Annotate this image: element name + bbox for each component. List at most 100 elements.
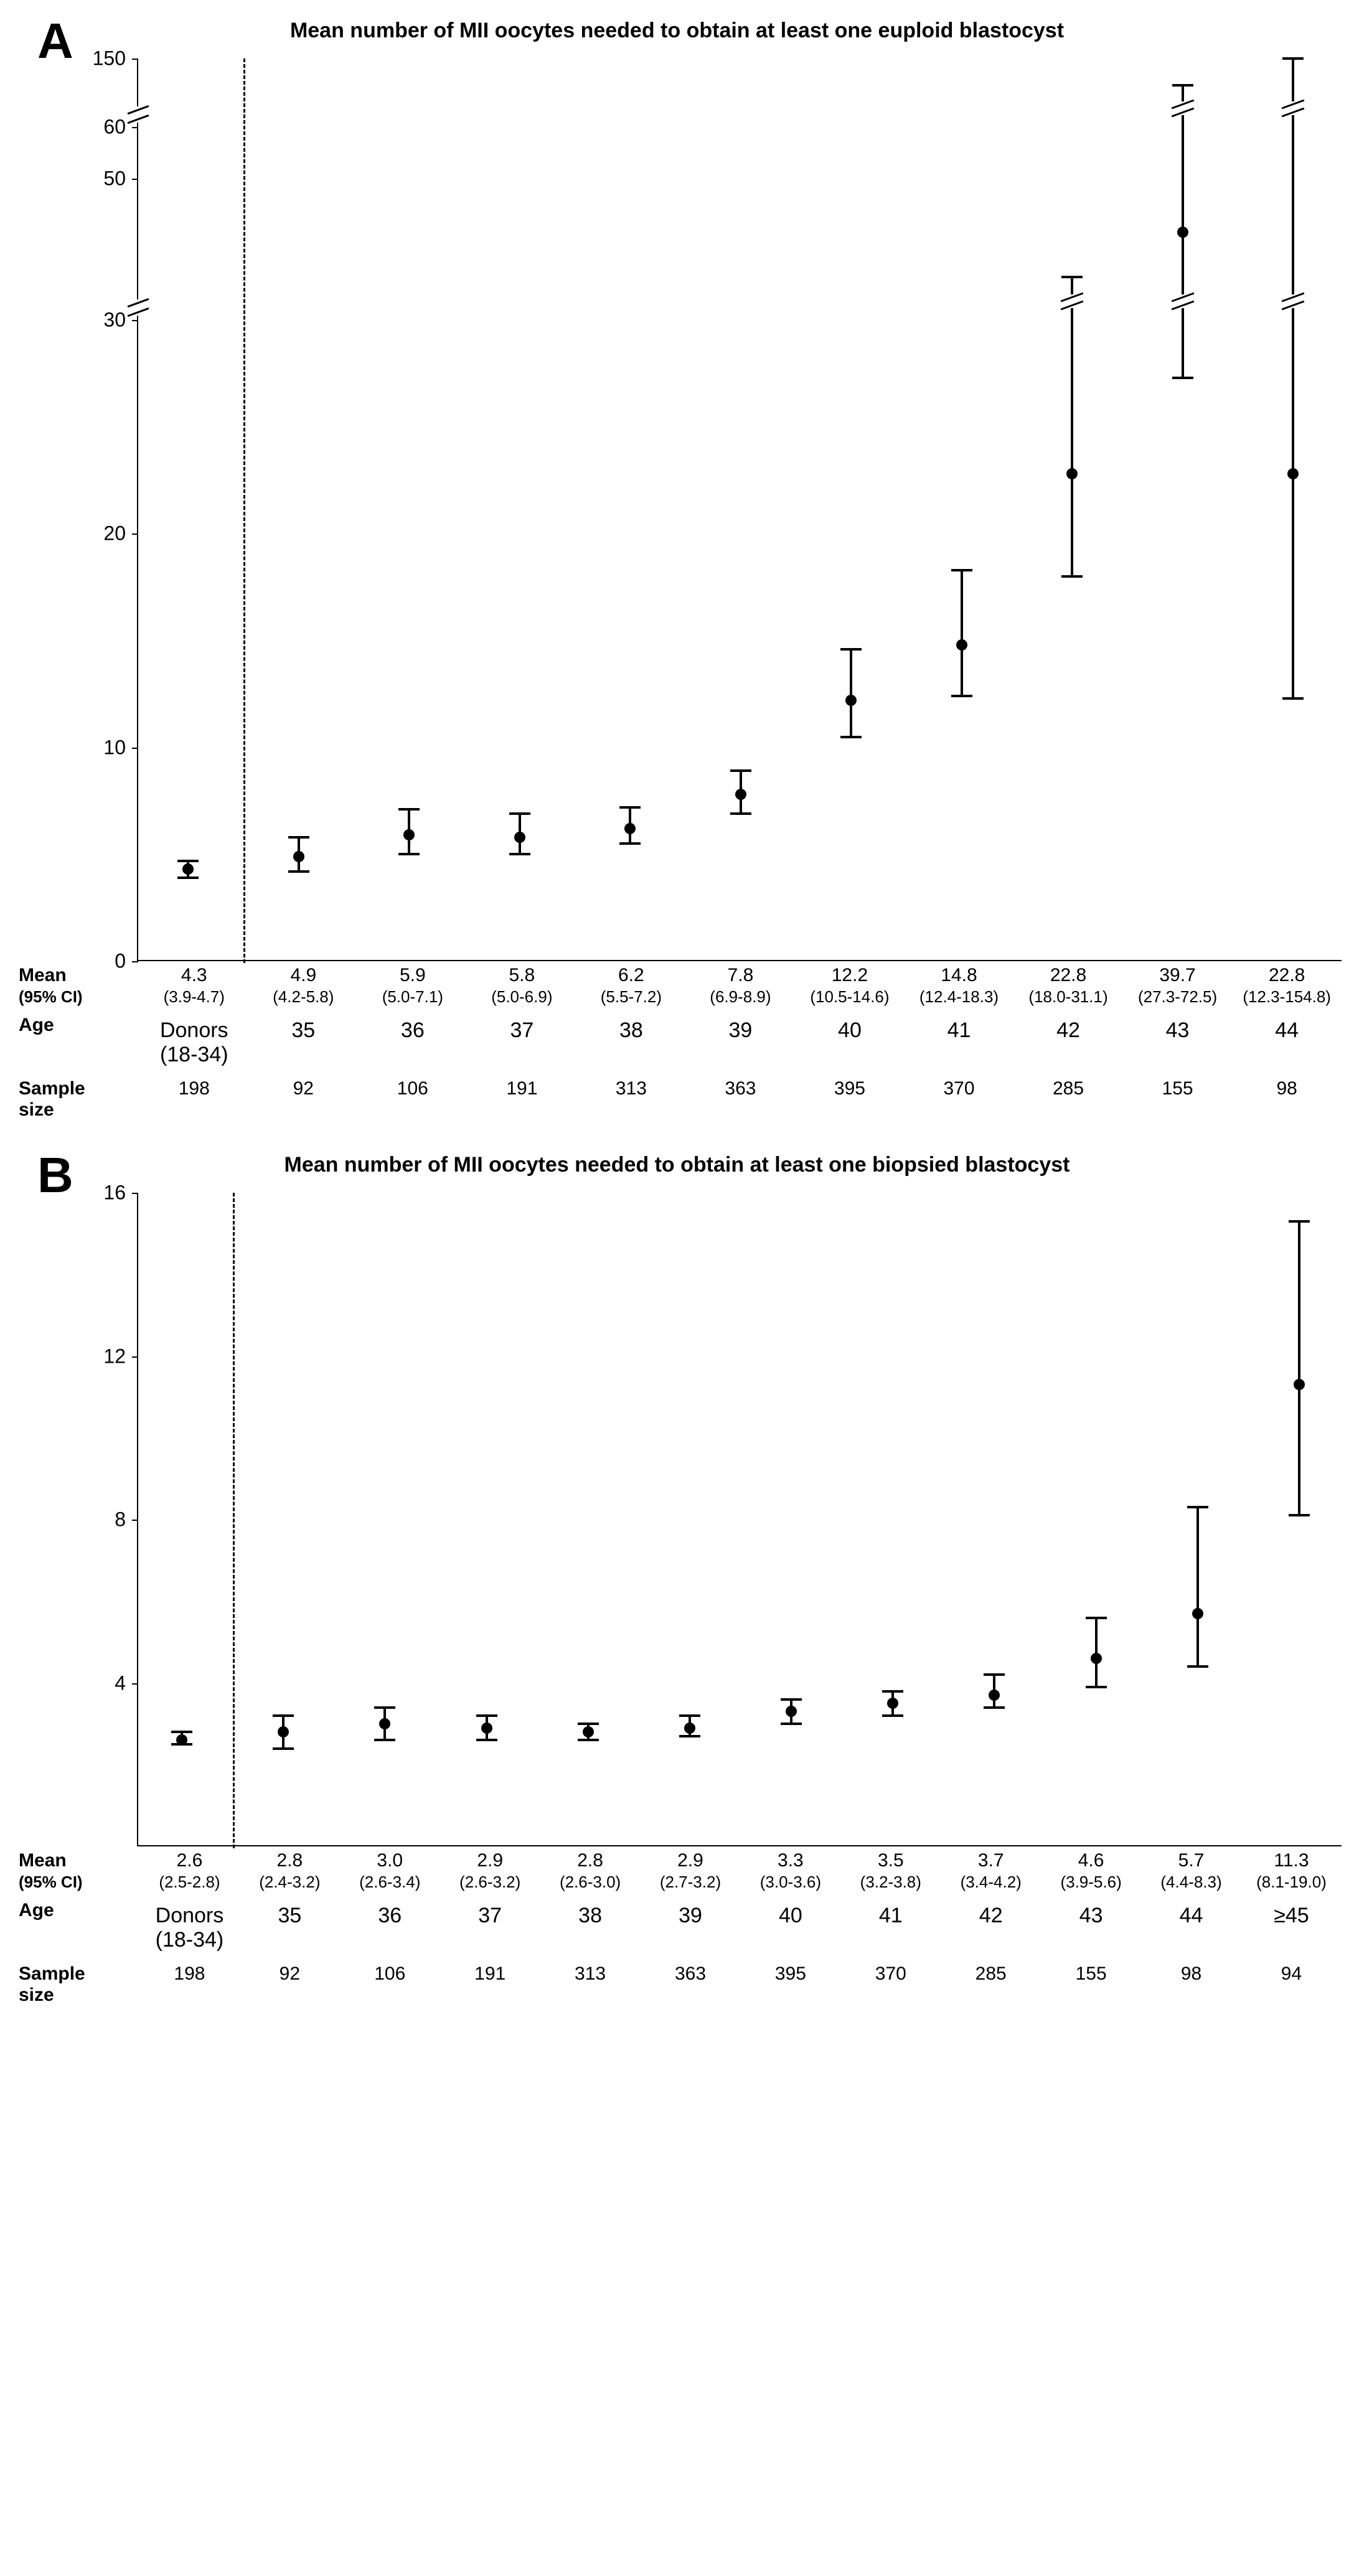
n-cell: 155	[1123, 1074, 1233, 1103]
n-cell: 313	[540, 1960, 641, 1988]
bar-break-icon	[1172, 294, 1193, 308]
n-cell: 92	[240, 1960, 340, 1988]
ci-cell: (2.6-3.2)	[459, 1873, 520, 1891]
n-cell: 98	[1232, 1074, 1342, 1103]
ci-cell: (3.2-3.8)	[860, 1873, 921, 1891]
row-label-age: Age	[19, 1015, 137, 1036]
ci-cell: (2.4-3.2)	[259, 1873, 320, 1891]
mean-cell: 4.6(3.9-5.6)	[1041, 1846, 1141, 1896]
panel-b-plot	[137, 1193, 1342, 1846]
mean-cell: 5.8(5.0-6.9)	[468, 961, 577, 1011]
y-tick-label: 12	[103, 1345, 126, 1368]
age-cell: ≥45	[1241, 1896, 1342, 1960]
n-cell: 313	[576, 1074, 686, 1103]
ci-cell: (5.0-7.1)	[382, 987, 443, 1006]
ci-cell: (6.9-8.9)	[710, 987, 771, 1006]
ci-cell: (18.0-31.1)	[1028, 987, 1107, 1006]
n-cell: 370	[840, 1960, 941, 1988]
age-cell: 36	[340, 1896, 440, 1960]
mean-cell: 11.3(8.1-19.0)	[1241, 1846, 1342, 1896]
ci-cell: (2.7-3.2)	[660, 1873, 721, 1891]
ci-cell: (10.5-14.6)	[810, 987, 889, 1006]
row-label-n: Samplesize	[19, 1963, 137, 2006]
age-cell: 36	[358, 1011, 468, 1074]
age-cell: 42	[1013, 1011, 1123, 1074]
ci-cell: (3.0-3.6)	[760, 1873, 821, 1891]
panel-b-yaxis-labels: 481216	[12, 1193, 137, 1846]
mean-cell: 3.5(3.2-3.8)	[840, 1846, 941, 1896]
ci-cell: (2.6-3.0)	[560, 1873, 621, 1891]
mean-cell: 2.8(2.4-3.2)	[240, 1846, 340, 1896]
ci-cell: (27.3-72.5)	[1138, 987, 1217, 1006]
n-cell: 285	[1013, 1074, 1123, 1103]
n-cell: 395	[740, 1960, 840, 1988]
age-cell: 40	[740, 1896, 840, 1960]
age-cell: Donors(18-34)	[139, 1011, 249, 1074]
n-cell: 363	[686, 1074, 796, 1103]
mean-cell: 5.7(4.4-8.3)	[1141, 1846, 1241, 1896]
row-label-age: Age	[19, 1900, 137, 1921]
n-cell: 191	[440, 1960, 540, 1988]
mean-cell: 7.8(6.9-8.9)	[686, 961, 796, 1011]
row-label-ci: (95% CI)	[19, 1873, 83, 1891]
mean-cell: 22.8(12.3-154.8)	[1232, 961, 1342, 1011]
y-tick-label: 60	[103, 116, 126, 139]
panel-a-plot	[137, 59, 1342, 961]
age-cell: 42	[941, 1896, 1041, 1960]
y-tick-label: 150	[93, 47, 126, 70]
panel-b-xtable: Mean(95% CI)2.6(2.5-2.8)2.8(2.4-3.2)3.0(…	[137, 1846, 1342, 1988]
n-cell: 94	[1241, 1960, 1342, 1988]
ci-cell: (5.5-7.2)	[601, 987, 662, 1006]
bar-break-icon	[1282, 101, 1304, 115]
mean-cell: 2.8(2.6-3.0)	[540, 1846, 641, 1896]
y-tick-label: 50	[103, 167, 126, 190]
row-label-mean: Mean	[19, 1850, 67, 1871]
age-cell: 38	[540, 1896, 641, 1960]
mean-cell: 2.9(2.6-3.2)	[440, 1846, 540, 1896]
panel-a-title: Mean number of MII oocytes needed to obt…	[12, 19, 1342, 43]
ci-cell: (2.5-2.8)	[159, 1873, 220, 1891]
ci-cell: (2.6-3.4)	[359, 1873, 420, 1891]
age-cell: 43	[1123, 1011, 1233, 1074]
axis-break-icon	[129, 299, 147, 316]
y-tick-label: 30	[103, 309, 126, 332]
ci-cell: (8.1-19.0)	[1256, 1873, 1327, 1891]
ci-cell: (4.2-5.8)	[273, 987, 334, 1006]
y-tick-label: 16	[103, 1182, 126, 1205]
mean-cell: 4.3(3.9-4.7)	[139, 961, 249, 1011]
y-tick-label: 20	[103, 522, 126, 545]
panel-a-plotwrap: 01020305060150	[12, 59, 1342, 961]
n-cell: 98	[1141, 1960, 1241, 1988]
axis-break-icon	[129, 106, 147, 123]
mean-cell: 4.9(4.2-5.8)	[249, 961, 359, 1011]
ci-cell: (12.4-18.3)	[919, 987, 999, 1006]
ci-cell: (5.0-6.9)	[491, 987, 552, 1006]
n-cell: 106	[358, 1074, 468, 1103]
age-cell: 35	[240, 1896, 340, 1960]
age-cell: 40	[795, 1011, 905, 1074]
ci-cell: (4.4-8.3)	[1160, 1873, 1221, 1891]
n-cell: 191	[468, 1074, 577, 1103]
ci-cell: (3.9-5.6)	[1060, 1873, 1121, 1891]
age-cell: 37	[440, 1896, 540, 1960]
n-cell: 285	[941, 1960, 1041, 1988]
age-cell: 43	[1041, 1896, 1141, 1960]
n-cell: 92	[249, 1074, 359, 1103]
age-cell: 38	[576, 1011, 686, 1074]
age-cell: 41	[905, 1011, 1014, 1074]
n-cell: 363	[641, 1960, 741, 1988]
bar-break-icon	[1061, 294, 1083, 308]
mean-cell: 14.8(12.4-18.3)	[905, 961, 1014, 1011]
panel-b-plotwrap: 481216	[12, 1193, 1342, 1846]
mean-cell: 2.9(2.7-3.2)	[641, 1846, 741, 1896]
panel-a-yaxis-labels: 01020305060150	[12, 59, 137, 961]
age-cell: 39	[641, 1896, 741, 1960]
n-cell: 370	[905, 1074, 1014, 1103]
row-label-n: Samplesize	[19, 1078, 137, 1121]
age-cell: Donors(18-34)	[139, 1896, 240, 1960]
n-cell: 198	[139, 1960, 240, 1988]
mean-cell: 22.8(18.0-31.1)	[1013, 961, 1123, 1011]
n-cell: 155	[1041, 1960, 1141, 1988]
donor-divider	[233, 1193, 235, 1848]
panel-b-title: Mean number of MII oocytes needed to obt…	[12, 1153, 1342, 1177]
